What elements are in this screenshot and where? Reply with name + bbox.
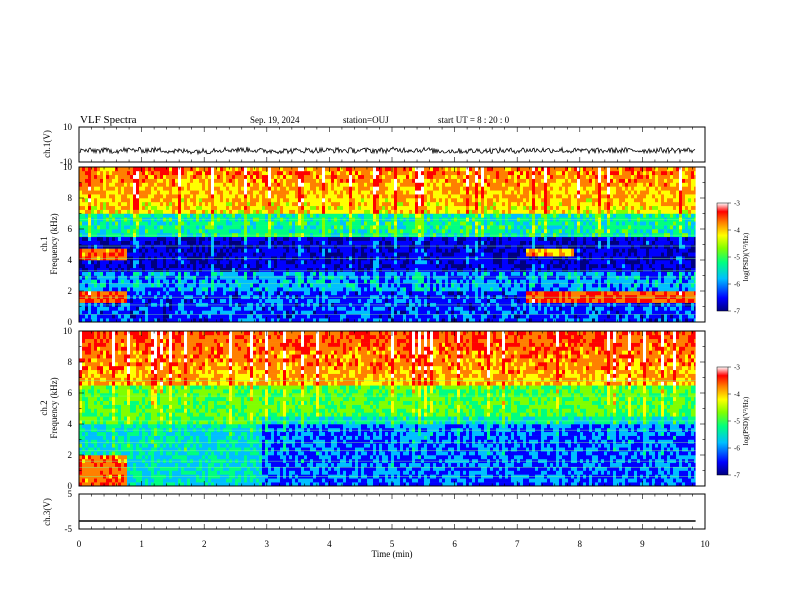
ch3-waveform-ytick: -5 xyxy=(65,524,73,534)
x-tick-label: 4 xyxy=(327,539,332,549)
ch3-waveform-ytick: 5 xyxy=(68,489,73,499)
ch3-waveform-frame xyxy=(78,493,706,530)
x-tick-label: 7 xyxy=(515,539,520,549)
x-tick-label: 2 xyxy=(202,539,207,549)
colorbar-tick-label: -6 xyxy=(734,281,740,289)
ch1-spectrogram-ylabel: ch.1 Frequency (kHz) xyxy=(39,213,59,274)
spectrogram-ytick: 2 xyxy=(68,286,73,296)
colorbar-tick-label: -5 xyxy=(734,254,740,262)
colorbar-tick-label: -4 xyxy=(734,227,740,235)
x-tick-label: 3 xyxy=(265,539,270,549)
ch1-colorbar xyxy=(716,202,729,312)
station-label: station=OUJ xyxy=(343,115,389,125)
colorbar-tick-label: -3 xyxy=(734,200,740,208)
spectrogram-ytick: 10 xyxy=(63,326,73,336)
x-tick-label: 10 xyxy=(701,539,711,549)
colorbar-tick-label: -6 xyxy=(734,445,740,453)
x-tick-label: 5 xyxy=(390,539,395,549)
spectrogram-ylabel-line: Frequency (kHz) xyxy=(49,377,59,438)
spectrogram-ytick: 10 xyxy=(63,162,73,172)
x-axis-label: Time (min) xyxy=(372,549,413,559)
spectrogram-ylabel-line: ch.1 xyxy=(39,236,49,251)
spectrogram-ylabel-line: Frequency (kHz) xyxy=(49,213,59,274)
ch1-colorbar-label: log(PSD)(V²/Hz) xyxy=(742,232,750,281)
x-tick-label: 8 xyxy=(578,539,583,549)
start-ut-label: start UT = 8 : 20 : 0 xyxy=(438,115,510,125)
colorbar-tick-label: -5 xyxy=(734,418,740,426)
ch2-colorbar-label: log(PSD)(V²/Hz) xyxy=(742,396,750,445)
ch3-waveform-ylabel: ch.3(V) xyxy=(42,498,52,526)
ch1-waveform-ytick: 10 xyxy=(63,122,73,132)
x-tick-label: 6 xyxy=(452,539,457,549)
spectrogram-ylabel-line: ch.2 xyxy=(39,400,49,415)
date-label: Sep. 19, 2024 xyxy=(250,115,300,125)
ch1-waveform-line xyxy=(79,146,696,156)
colorbar-tick-label: -3 xyxy=(734,364,740,372)
ch1-waveform-ytick: -10 xyxy=(60,157,72,167)
spectrogram-ytick: 4 xyxy=(68,419,73,429)
spectrogram-ytick: 6 xyxy=(68,224,73,234)
ch2-spectrogram-ylabel: ch.2 Frequency (kHz) xyxy=(39,377,59,438)
ch1-waveform-trace xyxy=(79,146,696,156)
ch1-waveform-ylabel: ch.1(V) xyxy=(42,130,52,158)
spectrogram-ytick: 2 xyxy=(68,450,73,460)
ch2-spectrogram-plot xyxy=(79,331,705,487)
colorbar-ticks: -3 -4 -5 -6 -7 -3 -4 -5 -6 -7 xyxy=(728,200,740,480)
spectrogram-ytick: 4 xyxy=(68,255,73,265)
colorbar-tick-label: -7 xyxy=(734,308,740,316)
spectrogram-ytick: 0 xyxy=(68,481,73,491)
ch1-spectrogram-plot xyxy=(79,167,705,323)
x-tick-label: 1 xyxy=(139,539,144,549)
ch1-waveform-frame xyxy=(78,126,706,163)
ch2-colorbar xyxy=(716,366,729,476)
colorbar-tick-label: -7 xyxy=(734,472,740,480)
spectrogram-ytick: 8 xyxy=(68,357,73,367)
colorbar-tick-label: -4 xyxy=(734,391,740,399)
x-tick-label: 0 xyxy=(77,539,82,549)
x-axis-ticks: 0 1 2 3 4 5 6 7 8 9 10 xyxy=(77,127,710,549)
spectrogram-ytick: 0 xyxy=(68,317,73,327)
figure-title: VLF Spectra xyxy=(80,114,137,126)
x-tick-label: 9 xyxy=(640,539,645,549)
spectrogram-ytick: 8 xyxy=(68,193,73,203)
spectrogram-ytick: 6 xyxy=(68,388,73,398)
